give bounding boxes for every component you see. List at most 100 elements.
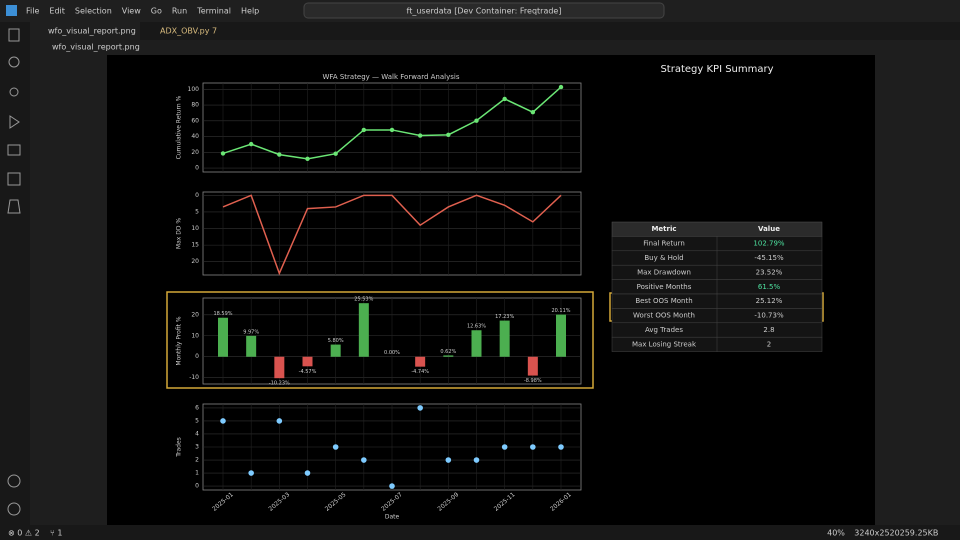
y-tick-label: 40 bbox=[191, 133, 199, 140]
menu-item[interactable]: Help bbox=[241, 7, 259, 16]
y-tick-label: 15 bbox=[191, 242, 199, 249]
search-box[interactable] bbox=[303, 2, 665, 19]
kpi-title: Strategy KPI Summary bbox=[660, 64, 773, 75]
y-axis-label: Max DD % bbox=[176, 218, 183, 249]
y-tick-label: 2 bbox=[195, 457, 199, 464]
tab[interactable]: ADX_OBV.py 7 bbox=[160, 27, 217, 36]
marker bbox=[474, 118, 479, 123]
table-cell: -45.15% bbox=[754, 254, 784, 262]
y-tick-label: -10 bbox=[189, 374, 199, 381]
line bbox=[222, 194, 562, 276]
y-tick-label: 10 bbox=[191, 332, 199, 339]
point bbox=[417, 405, 423, 411]
marker bbox=[558, 84, 564, 90]
bar bbox=[218, 317, 228, 357]
table-cell: 25.12% bbox=[756, 297, 783, 305]
table-cell: 23.52% bbox=[756, 268, 783, 276]
y-tick-label: 0 bbox=[195, 165, 199, 172]
marker bbox=[389, 127, 395, 133]
table-cell: Best OOS Month bbox=[635, 297, 692, 305]
bar bbox=[274, 356, 285, 379]
table-cell: Max Drawdown bbox=[637, 268, 691, 276]
y-tick-label: 60 bbox=[191, 117, 199, 124]
breadcrumb[interactable]: wfo_visual_report.png bbox=[52, 43, 140, 52]
marker bbox=[333, 151, 338, 156]
value-label: 0.62% bbox=[440, 349, 456, 355]
active-tab[interactable] bbox=[30, 22, 140, 40]
bar bbox=[471, 330, 482, 357]
app-icon bbox=[6, 5, 17, 16]
value-label: -4.57% bbox=[299, 369, 317, 375]
y-tick-label: 20 bbox=[191, 258, 199, 265]
table-cell: Final Return bbox=[643, 240, 685, 248]
activity-icons[interactable] bbox=[7, 28, 21, 516]
bar bbox=[415, 356, 426, 367]
value-label: -4.74% bbox=[411, 369, 429, 375]
marker bbox=[530, 110, 536, 115]
table-cell: Worst OOS Month bbox=[633, 312, 695, 320]
menu-item[interactable]: File bbox=[26, 7, 39, 16]
highlight-box bbox=[166, 291, 594, 389]
point bbox=[445, 457, 452, 463]
marker bbox=[277, 152, 282, 157]
table-cell: Max Losing Streak bbox=[632, 340, 697, 348]
status-item: ⊗ 0 ⚠ 2 bbox=[8, 529, 40, 538]
bar bbox=[556, 314, 566, 357]
y-tick-label: 0 bbox=[195, 353, 199, 360]
y-tick-label: 5 bbox=[195, 417, 199, 424]
y-axis-label: Monthly Profit % bbox=[176, 316, 183, 365]
point bbox=[248, 470, 254, 476]
y-tick-label: 0 bbox=[195, 483, 199, 490]
point bbox=[276, 418, 283, 424]
status-item: 40% bbox=[827, 529, 845, 538]
bar bbox=[358, 303, 369, 357]
value-label: 25.53% bbox=[354, 297, 373, 303]
marker bbox=[417, 133, 423, 138]
menu-item[interactable]: Go bbox=[151, 7, 162, 16]
y-tick-label: 20 bbox=[191, 311, 199, 318]
value-label: 5.80% bbox=[328, 338, 344, 344]
menu-item[interactable]: Run bbox=[172, 7, 187, 16]
marker bbox=[220, 151, 226, 156]
bar bbox=[527, 356, 538, 376]
value-label: -10.23% bbox=[269, 381, 290, 387]
menu-item[interactable]: Terminal bbox=[196, 7, 231, 16]
y-tick-label: 1 bbox=[195, 470, 199, 477]
point bbox=[473, 457, 480, 463]
marker bbox=[248, 141, 254, 147]
point bbox=[530, 444, 536, 450]
menu-item[interactable]: Selection bbox=[75, 7, 112, 16]
menu-item[interactable]: Edit bbox=[49, 7, 65, 16]
point bbox=[501, 444, 508, 450]
value-label: 12.63% bbox=[467, 324, 486, 330]
search-text[interactable]: ft_userdata [Dev Container: Freqtrade] bbox=[407, 7, 562, 16]
status-item: 3240x2520 bbox=[854, 529, 899, 538]
table-header bbox=[611, 221, 823, 237]
y-tick-label: 10 bbox=[191, 225, 199, 232]
value-label: 9.97% bbox=[243, 329, 259, 335]
x-axis-label: Date bbox=[385, 514, 400, 521]
menu-item[interactable]: View bbox=[122, 7, 141, 16]
y-tick-label: 3 bbox=[195, 444, 199, 451]
y-tick-label: 4 bbox=[195, 430, 199, 437]
value-label: 20.11% bbox=[551, 308, 570, 314]
status-bar bbox=[0, 525, 960, 540]
table-header-cell: Value bbox=[758, 225, 780, 233]
value-label: 17.23% bbox=[495, 314, 514, 320]
marker bbox=[361, 127, 367, 133]
point bbox=[332, 444, 339, 450]
y-tick-label: 6 bbox=[195, 404, 199, 411]
point bbox=[220, 418, 226, 424]
bar bbox=[246, 335, 257, 357]
y-tick-label: 80 bbox=[191, 102, 199, 109]
marker bbox=[502, 96, 507, 102]
tab[interactable]: wfo_visual_report.png bbox=[48, 27, 136, 36]
table-cell: 102.79% bbox=[753, 240, 784, 248]
value-label: 0.00% bbox=[384, 350, 400, 356]
marker bbox=[305, 156, 310, 162]
point bbox=[361, 457, 367, 463]
value-label: -8.98% bbox=[524, 378, 542, 384]
figure-title: WFA Strategy — Walk Forward Analysis bbox=[323, 73, 460, 81]
y-axis-label: Trades bbox=[176, 437, 183, 458]
